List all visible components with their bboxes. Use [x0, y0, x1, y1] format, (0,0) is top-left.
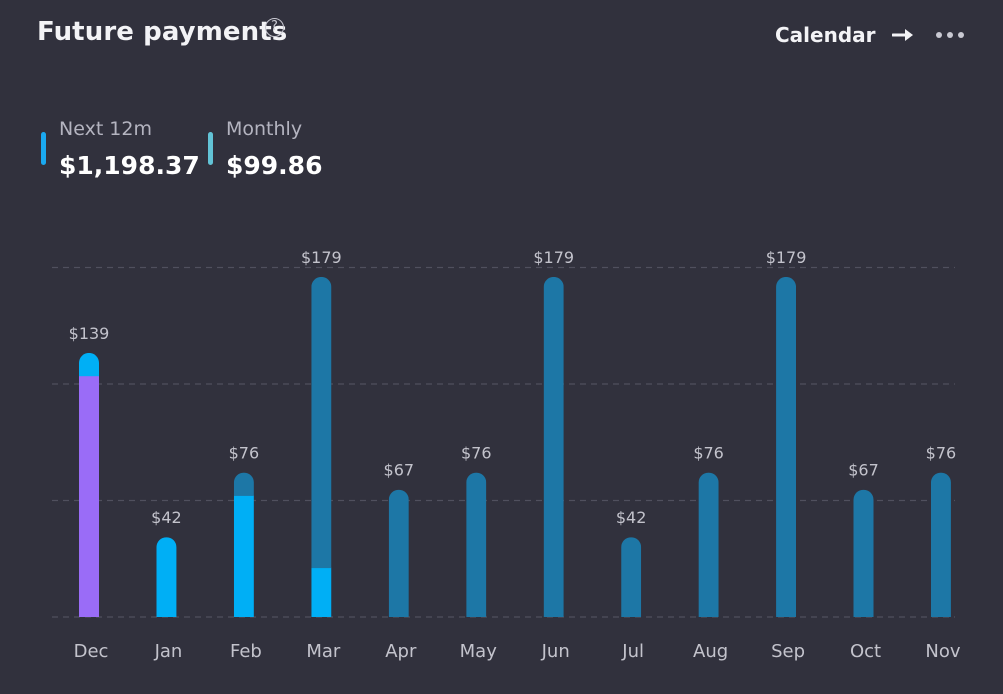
- bar-sep[interactable]: [776, 276, 797, 618]
- x-label-feb: Feb: [230, 641, 262, 662]
- bar-dec[interactable]: [79, 352, 99, 618]
- bar-segment: [311, 276, 332, 569]
- bar-segment: [776, 276, 797, 618]
- value-label-jun: $179: [533, 248, 574, 267]
- bar-segment: [79, 375, 99, 617]
- bar-segment: [156, 537, 177, 617]
- bar-segment: [621, 537, 642, 617]
- monthly-label: Monthly: [226, 118, 303, 140]
- x-label-nov: Nov: [925, 641, 960, 662]
- value-labels: $139 $42 $76 $179 $67 $76 $179 $42 $76 $179 $67 $76: [69, 248, 957, 527]
- x-axis-labels: Dec Jan Feb Mar Apr May Jun Jul Aug Sep Oct Nov: [74, 641, 961, 662]
- x-label-dec: Dec: [74, 641, 109, 662]
- bar-segment: [311, 567, 332, 618]
- page-title: Future payments: [37, 17, 288, 47]
- calendar-label: Calendar: [775, 23, 876, 47]
- more-horizontal-icon: [936, 32, 964, 38]
- value-label-aug: $76: [693, 444, 724, 463]
- x-label-mar: Mar: [306, 641, 341, 662]
- grid-lines: [52, 266, 955, 618]
- bar-apr[interactable]: [388, 489, 409, 618]
- value-label-may: $76: [461, 444, 492, 463]
- x-label-apr: Apr: [385, 641, 417, 662]
- value-label-mar: $179: [301, 248, 342, 267]
- x-label-sep: Sep: [771, 641, 805, 662]
- bar-segment: [233, 472, 254, 496]
- bar-aug[interactable]: [698, 472, 719, 618]
- bar-segment: [853, 489, 874, 617]
- x-label-oct: Oct: [850, 641, 881, 662]
- x-label-jun: Jun: [541, 641, 570, 662]
- bar-oct[interactable]: [853, 489, 874, 618]
- next-12m-indicator: [41, 132, 46, 165]
- bar-feb[interactable]: [233, 472, 254, 618]
- x-label-jan: Jan: [154, 641, 183, 662]
- bar-jun[interactable]: [543, 276, 564, 618]
- monthly-indicator: [208, 132, 213, 165]
- value-label-jan: $42: [151, 508, 182, 527]
- help-icon[interactable]: ?: [265, 18, 284, 37]
- bar-segment: [466, 472, 487, 617]
- bar-segment: [543, 276, 564, 618]
- next-12m-label: Next 12m: [59, 118, 152, 140]
- x-label-aug: Aug: [693, 641, 728, 662]
- bar-segment: [233, 495, 254, 617]
- bars: [79, 276, 951, 618]
- bar-mar[interactable]: [311, 276, 332, 618]
- more-options-button[interactable]: [930, 26, 970, 44]
- x-label-jul: Jul: [621, 641, 644, 662]
- bar-segment: [79, 352, 99, 377]
- bar-may[interactable]: [466, 472, 487, 618]
- value-label-dec: $139: [69, 324, 110, 343]
- bar-segment: [388, 489, 409, 617]
- bar-nov[interactable]: [930, 472, 951, 618]
- value-label-nov: $76: [926, 444, 957, 463]
- bar-jul[interactable]: [621, 537, 642, 617]
- calendar-link[interactable]: Calendar: [775, 20, 914, 50]
- bar-segment: [698, 472, 719, 617]
- value-label-jul: $42: [616, 508, 647, 527]
- bar-jan[interactable]: [156, 537, 177, 617]
- value-label-apr: $67: [384, 461, 415, 480]
- x-label-may: May: [460, 641, 498, 662]
- value-label-oct: $67: [848, 461, 879, 480]
- payments-bar-chart: $139 $42 $76 $179 $67 $76 $179 $42 $76 $179 $67 $76…: [52, 248, 961, 662]
- value-label-sep: $179: [766, 248, 807, 267]
- monthly-value: $99.86: [226, 151, 323, 180]
- next-12m-value: $1,198.37: [59, 151, 200, 180]
- value-label-feb: $76: [229, 444, 260, 463]
- card-header: Future payments ? Calendar: [0, 0, 1003, 70]
- arrow-right-icon: [891, 29, 913, 41]
- bar-segment: [930, 472, 951, 617]
